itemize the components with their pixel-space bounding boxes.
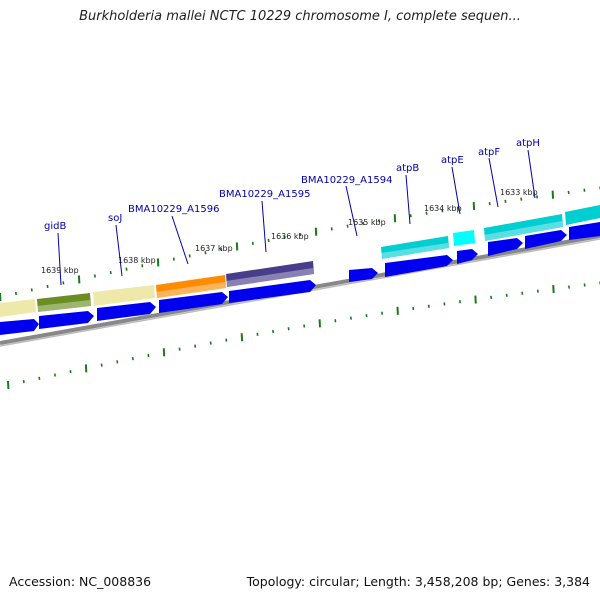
- cds-arrow: [349, 268, 378, 282]
- gene-label-atpF[interactable]: atpF: [478, 147, 500, 158]
- gene-bar-soJ: [93, 285, 155, 306]
- gene-bar-BMA10229_A1595: [226, 261, 314, 287]
- map-title: Burkholderia mallei NCTC 10229 chromosom…: [79, 9, 521, 24]
- position-label: 1636 kbp: [271, 232, 309, 241]
- position-label: 1633 kbp: [500, 188, 538, 197]
- gene-label-atpB[interactable]: atpB: [396, 163, 419, 174]
- position-label: 1635 kbp: [348, 218, 386, 227]
- cds-arrow: [159, 292, 228, 313]
- gene-label-BMA10229_A1596[interactable]: BMA10229_A1596: [128, 204, 219, 215]
- position-label: 1634 kbp: [424, 204, 462, 213]
- gene-bars: [0, 205, 600, 317]
- cds-arrow: [457, 249, 478, 264]
- cds-arrows: [0, 222, 600, 335]
- leader-line: [171, 215, 189, 265]
- gene-bar-atpB: [381, 236, 449, 259]
- gene-bar-BMA10229_A1596: [156, 275, 226, 298]
- cds-arrow: [0, 319, 39, 335]
- leader-line: [115, 224, 123, 277]
- gene-bar-unlabeled: [0, 299, 36, 317]
- position-label: 1638 kbp: [118, 256, 156, 265]
- cds-arrow: [39, 311, 94, 329]
- gene-label-soJ[interactable]: soJ: [108, 213, 122, 224]
- position-label: 1637 kbp: [195, 244, 233, 253]
- gene-bar-gidB: [37, 293, 91, 312]
- topology-label: Topology: circular; Length: 3,458,208 bp…: [246, 574, 590, 589]
- leader-line: [261, 200, 267, 253]
- leader-line: [488, 157, 499, 208]
- leader-line: [451, 166, 461, 215]
- gene-bar-atpE: [453, 230, 475, 246]
- cds-arrow: [97, 302, 156, 321]
- gene-label-BMA10229_A1595[interactable]: BMA10229_A1595: [219, 189, 310, 200]
- leader-line: [405, 174, 411, 225]
- cds-arrow: [229, 280, 316, 303]
- gene-label-BMA10229_A1594[interactable]: BMA10229_A1594: [301, 175, 392, 186]
- cds-arrow: [569, 222, 600, 240]
- gene-bar-atpF: [484, 214, 563, 241]
- gene-label-atpH[interactable]: atpH: [516, 138, 540, 149]
- gene-label-gidB[interactable]: gidB: [44, 221, 66, 232]
- leader-line: [527, 149, 536, 199]
- cds-arrow: [525, 230, 567, 249]
- cds-arrow: [385, 255, 453, 277]
- gene-bar-atpH: [565, 205, 600, 225]
- gene-label-atpE[interactable]: atpE: [441, 155, 464, 166]
- leader-line: [345, 185, 358, 237]
- leader-line: [57, 232, 62, 286]
- cds-arrow: [488, 238, 523, 256]
- position-label: 1639 kbp: [41, 266, 79, 275]
- accession-label: Accession: NC_008836: [9, 574, 152, 589]
